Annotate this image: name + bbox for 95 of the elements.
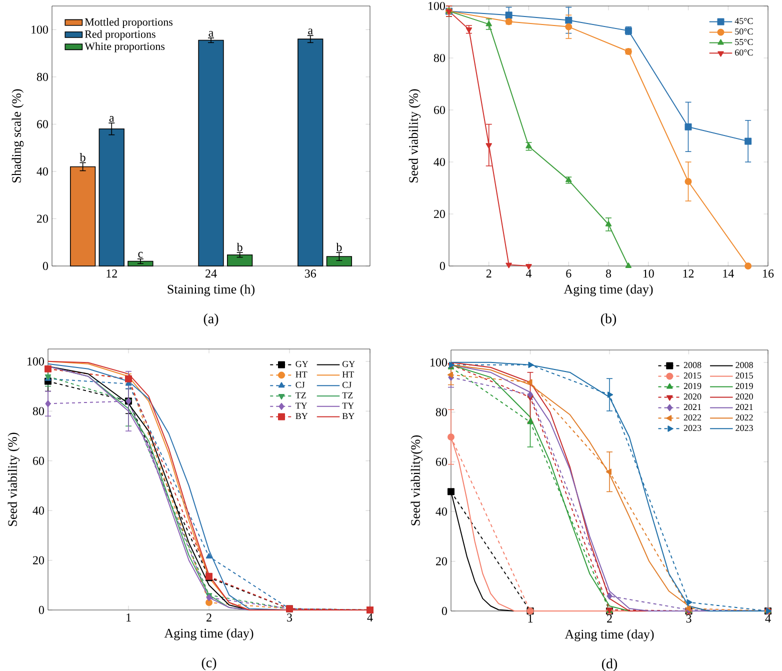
y-tick-label: 100 [428, 2, 446, 10]
data-label: a [208, 30, 214, 37]
y-tick-label: 40 [436, 508, 448, 516]
legend-label: 2021 [736, 404, 753, 410]
x-tick-label: 1 [528, 614, 533, 622]
legend-label: 2021 [684, 404, 701, 410]
legend-label: GY [296, 361, 308, 368]
legend-label: TZ [342, 392, 353, 398]
legend-label: White proportions [84, 42, 165, 52]
data-label: c [138, 252, 143, 258]
x-tick-label: 4 [367, 614, 373, 622]
legend-label: 2023 [736, 424, 753, 432]
x-tick-label: 8 [606, 270, 612, 278]
y-tick-label: 100 [32, 26, 48, 34]
x-tick-label: 2 [607, 614, 612, 622]
y-tick-label: 80 [36, 72, 48, 81]
x-axis-title: Aging time (day) [564, 629, 654, 642]
x-tick-label: 3 [287, 614, 292, 622]
x-tick-label: 2 [486, 270, 492, 278]
legend-label: Mottled proportions [84, 18, 173, 28]
data-label: b [236, 242, 242, 252]
y-axis-title: Seed viability (%) [8, 432, 20, 526]
x-tick-label: 24 [206, 270, 217, 278]
y-tick-label: 60 [32, 456, 44, 465]
y-axis-title: Seed viability(%) [410, 435, 423, 526]
data-label: b [336, 242, 342, 252]
y-tick-label: 20 [434, 210, 446, 218]
legend-label: 2023 [684, 424, 702, 432]
legend-label: 2020 [684, 393, 702, 400]
y-tick-label: 40 [32, 506, 44, 515]
x-tick-label: 16 [763, 270, 774, 278]
text: (a) [204, 314, 218, 326]
data-label: a [308, 28, 313, 34]
legend-label: CJ [296, 382, 305, 388]
legend-label: 2008 [684, 362, 702, 368]
data-label: b [80, 153, 86, 162]
x-axis-title: Aging time (day) [164, 628, 254, 640]
x-tick-label: 12 [106, 270, 117, 278]
text: (d) [602, 658, 618, 671]
y-tick-label: 80 [434, 54, 446, 62]
y-tick-label: 0 [440, 262, 446, 270]
y-tick-label: 40 [36, 167, 48, 176]
x-tick-label: 14 [723, 270, 734, 278]
y-tick-label: 20 [33, 556, 44, 564]
legend-label: TZ [296, 392, 306, 398]
legend-label: 2020 [736, 393, 753, 400]
legend-label: 2022 [684, 414, 702, 421]
x-tick-label: 2 [206, 614, 212, 622]
legend-label: 2019 [736, 382, 753, 390]
y-tick-label: 20 [436, 557, 448, 566]
x-axis-title: Aging time (day) [564, 284, 653, 296]
legend-label: 2015 [684, 372, 702, 379]
y-tick-label: 80 [32, 407, 44, 416]
legend-label: BY [296, 413, 308, 420]
text: (c) [202, 658, 216, 670]
y-axis-title: Seed viability (%) [408, 89, 421, 182]
legend-label: 50°C [735, 28, 753, 35]
data-label: a [109, 116, 114, 122]
legend-label: 2019 [684, 382, 702, 390]
legend-label: 2015 [736, 372, 753, 379]
y-tick-label: 60 [436, 458, 448, 466]
x-tick-label: 36 [304, 270, 316, 278]
legend-label: TY [342, 402, 354, 409]
y-tick-label: 0 [442, 606, 448, 616]
y-tick-label: 80 [436, 408, 448, 416]
x-tick-label: 12 [683, 270, 694, 278]
legend-label: HT [342, 371, 354, 378]
x-tick-label: 6 [566, 270, 572, 278]
legend-label: TY [296, 402, 308, 409]
y-tick-label: 0 [42, 262, 48, 270]
x-tick-label: 4 [526, 270, 532, 278]
y-tick-label: 40 [434, 158, 446, 166]
y-tick-label: 20 [37, 214, 48, 223]
x-tick-label: 3 [686, 614, 692, 623]
legend-label: 45°C [734, 18, 753, 24]
y-tick-label: 100 [28, 357, 44, 366]
legend-label: HT [296, 371, 308, 378]
legend-label: GY [342, 361, 355, 368]
y-tick-label: 60 [434, 106, 446, 114]
x-tick-label: 1 [126, 614, 131, 622]
x-tick-label: 4 [765, 614, 771, 622]
y-tick-label: 0 [38, 606, 44, 614]
legend-label: Red proportions [84, 30, 156, 40]
legend-label: 60°C [735, 49, 753, 56]
legend-label: BY [342, 413, 354, 420]
legend-label: 2022 [736, 414, 753, 421]
x-tick-label: 10 [643, 270, 654, 278]
legend-label: 2008 [736, 362, 753, 368]
legend-label: 55°C [735, 38, 753, 46]
text: (b) [600, 314, 616, 326]
x-axis-title: Staining time (h) [168, 284, 254, 296]
y-tick-label: 60 [36, 120, 48, 128]
y-axis-title: Shading scale (%) [12, 89, 24, 182]
legend-label: CJ [342, 382, 352, 388]
y-tick-label: 100 [430, 358, 448, 366]
